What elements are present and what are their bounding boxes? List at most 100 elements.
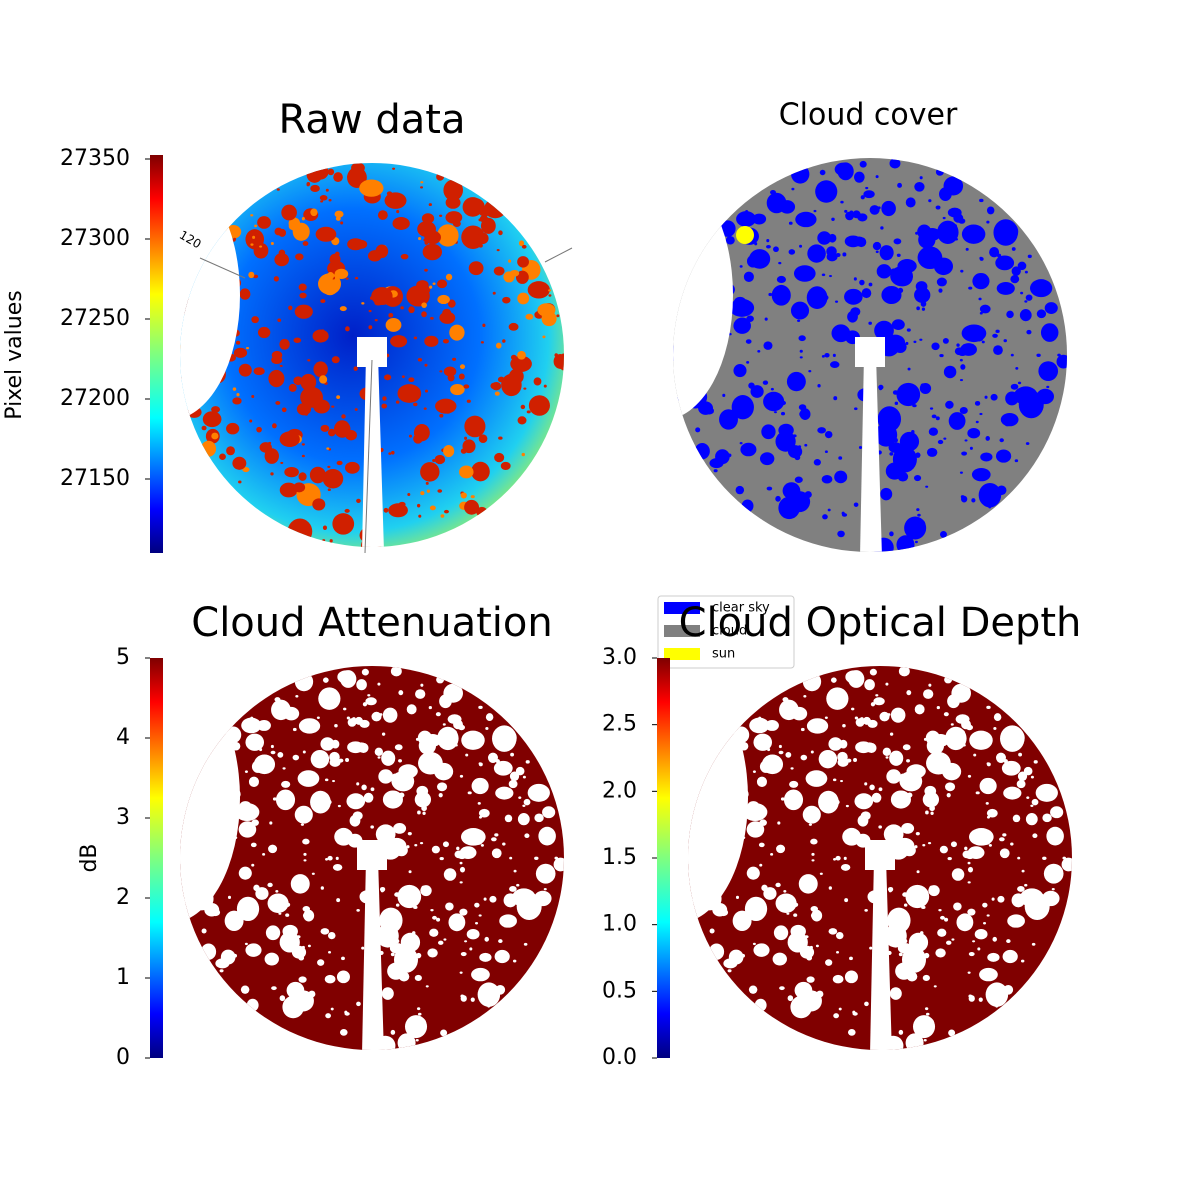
spot (829, 695, 834, 698)
spot (979, 412, 983, 416)
spot (835, 253, 841, 258)
spot (434, 762, 454, 781)
spot (516, 380, 520, 384)
spot (830, 361, 840, 369)
spot (811, 852, 815, 856)
spot (361, 946, 365, 950)
spot (915, 281, 928, 292)
spot (327, 931, 336, 940)
spot (980, 452, 993, 462)
spot (485, 713, 494, 722)
spot (876, 264, 892, 279)
spot (837, 751, 848, 763)
spot (780, 400, 786, 406)
spot (435, 712, 441, 717)
spot (756, 776, 767, 788)
spot (915, 452, 921, 458)
spot (810, 838, 818, 845)
spot (279, 364, 283, 368)
spot (464, 436, 468, 440)
spot (919, 176, 923, 180)
spot (831, 324, 851, 343)
spot (953, 902, 962, 911)
spot (844, 209, 848, 213)
spot (396, 210, 400, 214)
spot (522, 775, 526, 779)
spot (819, 872, 823, 875)
spot (804, 443, 808, 447)
spot (945, 400, 954, 409)
spot (831, 217, 835, 221)
spot (327, 488, 331, 492)
spot (310, 184, 320, 193)
spot (327, 465, 331, 469)
spot (424, 734, 442, 747)
spot (928, 427, 939, 436)
colorbar-tick-label: 0 (116, 1045, 130, 1070)
spot (856, 237, 867, 248)
spot (979, 311, 983, 315)
spot (424, 363, 428, 367)
sky-image (180, 163, 564, 547)
spot (1017, 381, 1022, 385)
spot (1020, 959, 1025, 963)
spot (719, 409, 738, 430)
spot (775, 431, 796, 452)
spot (268, 369, 285, 388)
spot (335, 856, 339, 861)
spot (508, 322, 519, 331)
spot (325, 857, 329, 861)
spot (897, 287, 904, 294)
spot (474, 902, 480, 908)
spot (967, 846, 985, 860)
spot (235, 340, 241, 345)
sky-image (673, 158, 1067, 552)
colorbar-tick-label: 1.0 (602, 912, 637, 937)
spot (233, 462, 237, 466)
spot (307, 944, 311, 948)
spot (356, 679, 367, 691)
spot (270, 242, 274, 246)
spot (227, 895, 232, 899)
spot (805, 770, 828, 787)
spot (388, 503, 408, 518)
spot (376, 924, 399, 948)
spot (284, 902, 291, 907)
spot (459, 465, 474, 479)
spot (986, 705, 991, 710)
image-body (688, 666, 1072, 1050)
spot (808, 370, 812, 373)
spot (983, 922, 987, 925)
spot (453, 719, 463, 730)
spot (824, 430, 833, 439)
spot (320, 886, 324, 890)
spot (445, 196, 461, 209)
spot (388, 312, 394, 318)
spot (759, 863, 763, 867)
spot (306, 165, 323, 183)
spot (766, 245, 771, 249)
spot (924, 1007, 929, 1011)
spot (301, 443, 305, 446)
spot (745, 339, 752, 344)
spot (938, 909, 942, 912)
spot (889, 158, 901, 169)
spot (842, 252, 847, 257)
spot (400, 253, 409, 260)
spot (561, 353, 564, 357)
spot (250, 745, 254, 750)
spot (939, 531, 947, 538)
spot (733, 364, 747, 378)
spot (491, 848, 502, 859)
spot (425, 481, 429, 485)
spot (423, 407, 427, 410)
spot (995, 329, 1000, 333)
spot (248, 271, 255, 279)
spot (516, 892, 542, 921)
spot (244, 942, 248, 946)
spot (978, 482, 1002, 508)
spot (306, 182, 311, 186)
spot (320, 299, 326, 304)
spot (495, 786, 514, 800)
spot (419, 695, 423, 699)
